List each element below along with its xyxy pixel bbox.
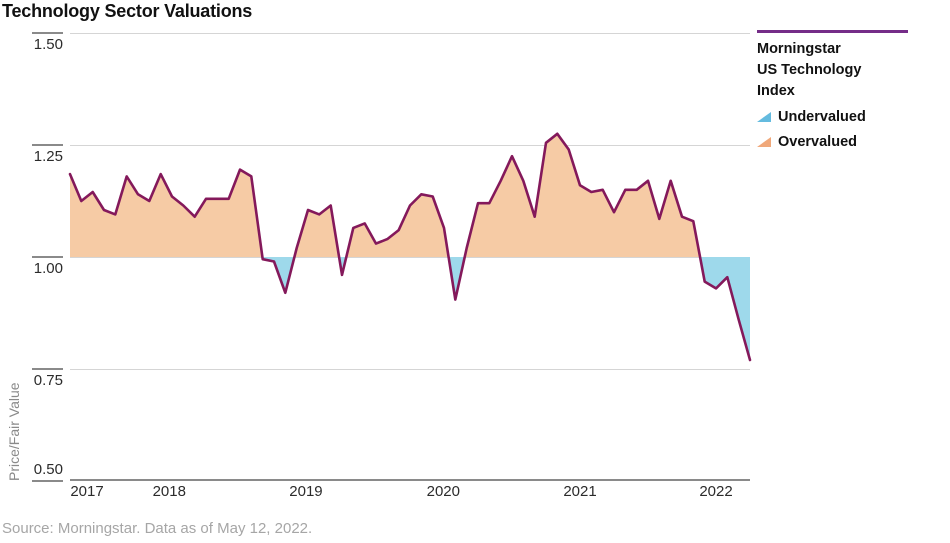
- y-tick-label: 1.50: [33, 36, 63, 53]
- legend-series-name-line3: Index: [757, 83, 795, 99]
- legend-item-overvalued: Overvalued: [757, 132, 947, 152]
- valuation-area-chart: [68, 33, 752, 370]
- undervalued-key-icon: [757, 112, 771, 122]
- page-title: Technology Sector Valuations: [2, 1, 253, 21]
- x-tick-label: 2022: [699, 483, 733, 500]
- y-tick-label: 1.00: [33, 260, 63, 277]
- y-tick-mark: [32, 256, 63, 258]
- legend-rule: [757, 30, 908, 33]
- price-fair-value-line: [68, 132, 752, 362]
- x-tick-label: 2019: [289, 483, 323, 500]
- source-note: Source: Morningstar. Data as of May 12, …: [2, 520, 313, 537]
- x-tick-label: 2020: [426, 483, 460, 500]
- x-axis-line: [70, 479, 750, 481]
- overvalued-area: [70, 133, 750, 257]
- legend: Morningstar US Technology Index Underval…: [757, 30, 947, 152]
- y-tick-label: 0.50: [33, 461, 63, 478]
- y-tick-mark: [32, 144, 63, 146]
- x-tick-label: 2017: [70, 483, 104, 500]
- y-tick-label: 0.75: [33, 372, 63, 389]
- legend-series-name-line2: US Technology: [757, 62, 862, 78]
- legend-item-undervalued: Undervalued: [757, 107, 947, 127]
- x-tick-label: 2021: [563, 483, 597, 500]
- overvalued-key-icon: [757, 137, 771, 147]
- legend-item-overvalued-label: Overvalued: [778, 134, 857, 150]
- legend-series-name-line1: Morningstar: [757, 41, 841, 57]
- x-tick-label: 2018: [152, 483, 186, 500]
- y-tick-mark: [32, 32, 63, 34]
- y-tick-label: 1.25: [33, 148, 63, 165]
- y-tick-mark: [32, 480, 63, 482]
- legend-item-undervalued-label: Undervalued: [778, 109, 866, 125]
- y-axis-title: Price/Fair Value: [6, 382, 22, 481]
- y-tick-mark: [32, 368, 63, 370]
